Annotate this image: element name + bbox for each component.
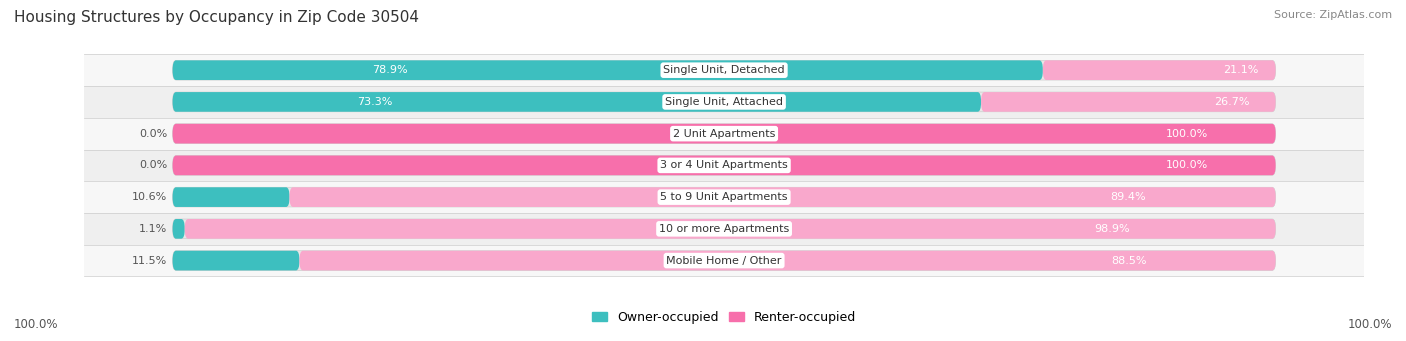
Bar	[84, 54, 1364, 86]
Text: Housing Structures by Occupancy in Zip Code 30504: Housing Structures by Occupancy in Zip C…	[14, 10, 419, 25]
FancyBboxPatch shape	[981, 92, 1275, 112]
Text: 98.9%: 98.9%	[1094, 224, 1130, 234]
Text: 100.0%: 100.0%	[1347, 318, 1392, 331]
FancyBboxPatch shape	[173, 251, 1275, 270]
Text: 1.1%: 1.1%	[139, 224, 167, 234]
Text: 0.0%: 0.0%	[139, 129, 167, 139]
Bar	[84, 181, 1364, 213]
FancyBboxPatch shape	[173, 187, 290, 207]
FancyBboxPatch shape	[173, 219, 184, 239]
Text: Source: ZipAtlas.com: Source: ZipAtlas.com	[1274, 10, 1392, 20]
Text: 26.7%: 26.7%	[1213, 97, 1249, 107]
Legend: Owner-occupied, Renter-occupied: Owner-occupied, Renter-occupied	[592, 311, 856, 324]
FancyBboxPatch shape	[173, 92, 981, 112]
FancyBboxPatch shape	[173, 187, 1275, 207]
FancyBboxPatch shape	[173, 251, 299, 270]
FancyBboxPatch shape	[173, 124, 1275, 144]
Text: 88.5%: 88.5%	[1111, 256, 1147, 266]
FancyBboxPatch shape	[290, 187, 1275, 207]
FancyBboxPatch shape	[173, 60, 1043, 80]
Text: 78.9%: 78.9%	[373, 65, 408, 75]
Bar	[84, 86, 1364, 118]
FancyBboxPatch shape	[184, 219, 1275, 239]
FancyBboxPatch shape	[299, 251, 1275, 270]
FancyBboxPatch shape	[1043, 60, 1275, 80]
Text: Mobile Home / Other: Mobile Home / Other	[666, 256, 782, 266]
Bar	[84, 213, 1364, 245]
Text: 10 or more Apartments: 10 or more Apartments	[659, 224, 789, 234]
Text: Single Unit, Detached: Single Unit, Detached	[664, 65, 785, 75]
Text: 100.0%: 100.0%	[14, 318, 59, 331]
Text: 10.6%: 10.6%	[132, 192, 167, 202]
Text: 100.0%: 100.0%	[1166, 129, 1209, 139]
FancyBboxPatch shape	[173, 124, 1275, 144]
Text: Single Unit, Attached: Single Unit, Attached	[665, 97, 783, 107]
FancyBboxPatch shape	[173, 60, 1275, 80]
Text: 11.5%: 11.5%	[132, 256, 167, 266]
Text: 3 or 4 Unit Apartments: 3 or 4 Unit Apartments	[661, 160, 787, 170]
Text: 21.1%: 21.1%	[1223, 65, 1258, 75]
Bar	[84, 118, 1364, 149]
Text: 5 to 9 Unit Apartments: 5 to 9 Unit Apartments	[661, 192, 787, 202]
Text: 0.0%: 0.0%	[139, 160, 167, 170]
Text: 73.3%: 73.3%	[357, 97, 392, 107]
Text: 89.4%: 89.4%	[1109, 192, 1146, 202]
FancyBboxPatch shape	[173, 155, 1275, 175]
FancyBboxPatch shape	[173, 219, 1275, 239]
Text: 2 Unit Apartments: 2 Unit Apartments	[673, 129, 775, 139]
FancyBboxPatch shape	[173, 92, 1275, 112]
FancyBboxPatch shape	[173, 155, 1275, 175]
Bar	[84, 245, 1364, 277]
Bar	[84, 149, 1364, 181]
Text: 100.0%: 100.0%	[1166, 160, 1209, 170]
